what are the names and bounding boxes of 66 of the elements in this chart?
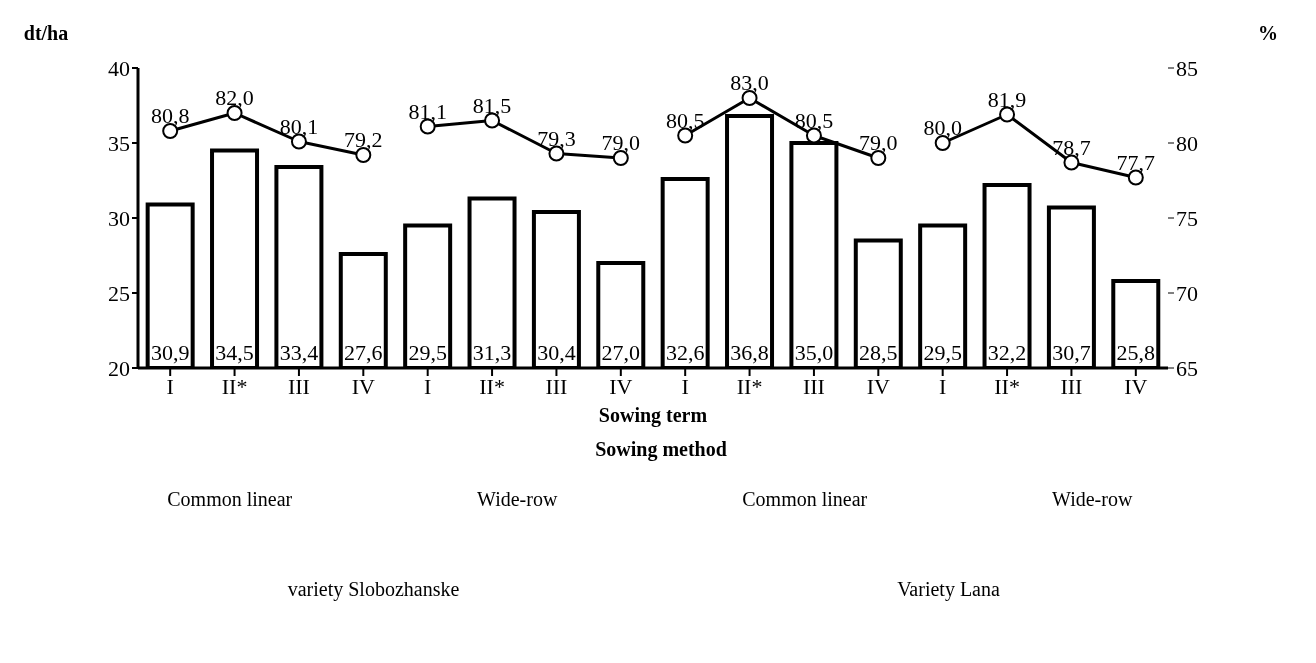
data-label: 27,0 — [601, 340, 641, 365]
text: Common linear — [166, 488, 294, 511]
y2-tick-label: 80 — [1176, 130, 1198, 156]
data-label: 80,8 — [150, 103, 190, 128]
y-tick-label: 35 — [108, 130, 130, 156]
x-tick-label: III — [1060, 373, 1083, 399]
data-label: 81,1 — [408, 98, 447, 124]
x-tick-label: I — [166, 373, 174, 399]
y2-tick-label: 70 — [1176, 280, 1198, 306]
data-label: 78,7 — [1052, 134, 1091, 160]
y-axis-title: dt/ha — [22, 22, 70, 45]
data-label: 81,5 — [472, 92, 512, 118]
x-tick-label: IV — [866, 373, 891, 399]
x-tick-label: IV — [609, 373, 633, 399]
data-label: 79,3 — [537, 125, 576, 151]
data-label: 33,4 — [279, 340, 319, 365]
y2-tick-label: 65 — [1176, 355, 1198, 381]
text: Sowing method — [594, 438, 728, 461]
x-tick-label: II* — [221, 373, 248, 399]
y-tick-label: 25 — [108, 280, 130, 306]
text: variety Slobozhanske — [286, 578, 461, 601]
data-label: 36,8 — [730, 340, 769, 365]
text: Variety Lana — [896, 578, 1001, 601]
data-label: 35,0 — [794, 340, 834, 365]
y-tick-label: 40 — [108, 55, 130, 81]
data-label: 34,5 — [215, 340, 254, 365]
data-label: 81,9 — [987, 86, 1027, 112]
x-tick-label: II* — [479, 373, 505, 399]
data-label: 77,7 — [1116, 149, 1156, 175]
data-label: 79,0 — [601, 130, 641, 155]
y-tick-label: 20 — [108, 355, 130, 381]
x-tick-label: I — [424, 373, 432, 399]
data-label: 79,0 — [859, 130, 898, 155]
x-tick-label: IV — [1124, 373, 1148, 399]
x-tick-label: II* — [736, 373, 763, 399]
data-label: 29,5 — [408, 340, 447, 365]
text: Common linear — [741, 488, 869, 511]
x-axis-title: Sowing term — [598, 404, 708, 427]
data-label: 30,7 — [1052, 340, 1091, 365]
y-tick-label: 30 — [108, 205, 130, 231]
x-tick-label: IV — [351, 373, 376, 399]
y2-tick-label: 75 — [1176, 205, 1198, 231]
text: Wide-row — [476, 488, 559, 511]
text: Wide-row — [1051, 488, 1134, 511]
data-label: 32,6 — [665, 340, 705, 365]
x-tick-label: III — [287, 373, 310, 399]
y2-tick-label: 85 — [1176, 55, 1198, 81]
data-label: 30,9 — [150, 340, 190, 365]
x-tick-label: I — [681, 373, 689, 399]
y2-axis-title: % — [1257, 22, 1279, 45]
data-label: 80,1 — [279, 113, 319, 139]
data-label: 25,8 — [1116, 340, 1156, 365]
x-tick-label: III — [802, 373, 825, 399]
data-label: 80,0 — [923, 115, 962, 140]
data-label: 31,3 — [472, 340, 512, 365]
data-label: 32,2 — [987, 340, 1027, 365]
data-label: 30,4 — [537, 340, 576, 365]
data-label: 27,6 — [344, 340, 383, 365]
x-tick-label: III — [545, 373, 568, 399]
data-label: 82,0 — [215, 85, 254, 110]
x-tick-label: I — [939, 373, 947, 399]
x-tick-label: II* — [994, 373, 1020, 399]
data-label: 79,2 — [344, 127, 383, 152]
data-label: 29,5 — [923, 340, 962, 365]
data-label: 83,0 — [730, 70, 769, 95]
data-label: 28,5 — [859, 340, 898, 365]
